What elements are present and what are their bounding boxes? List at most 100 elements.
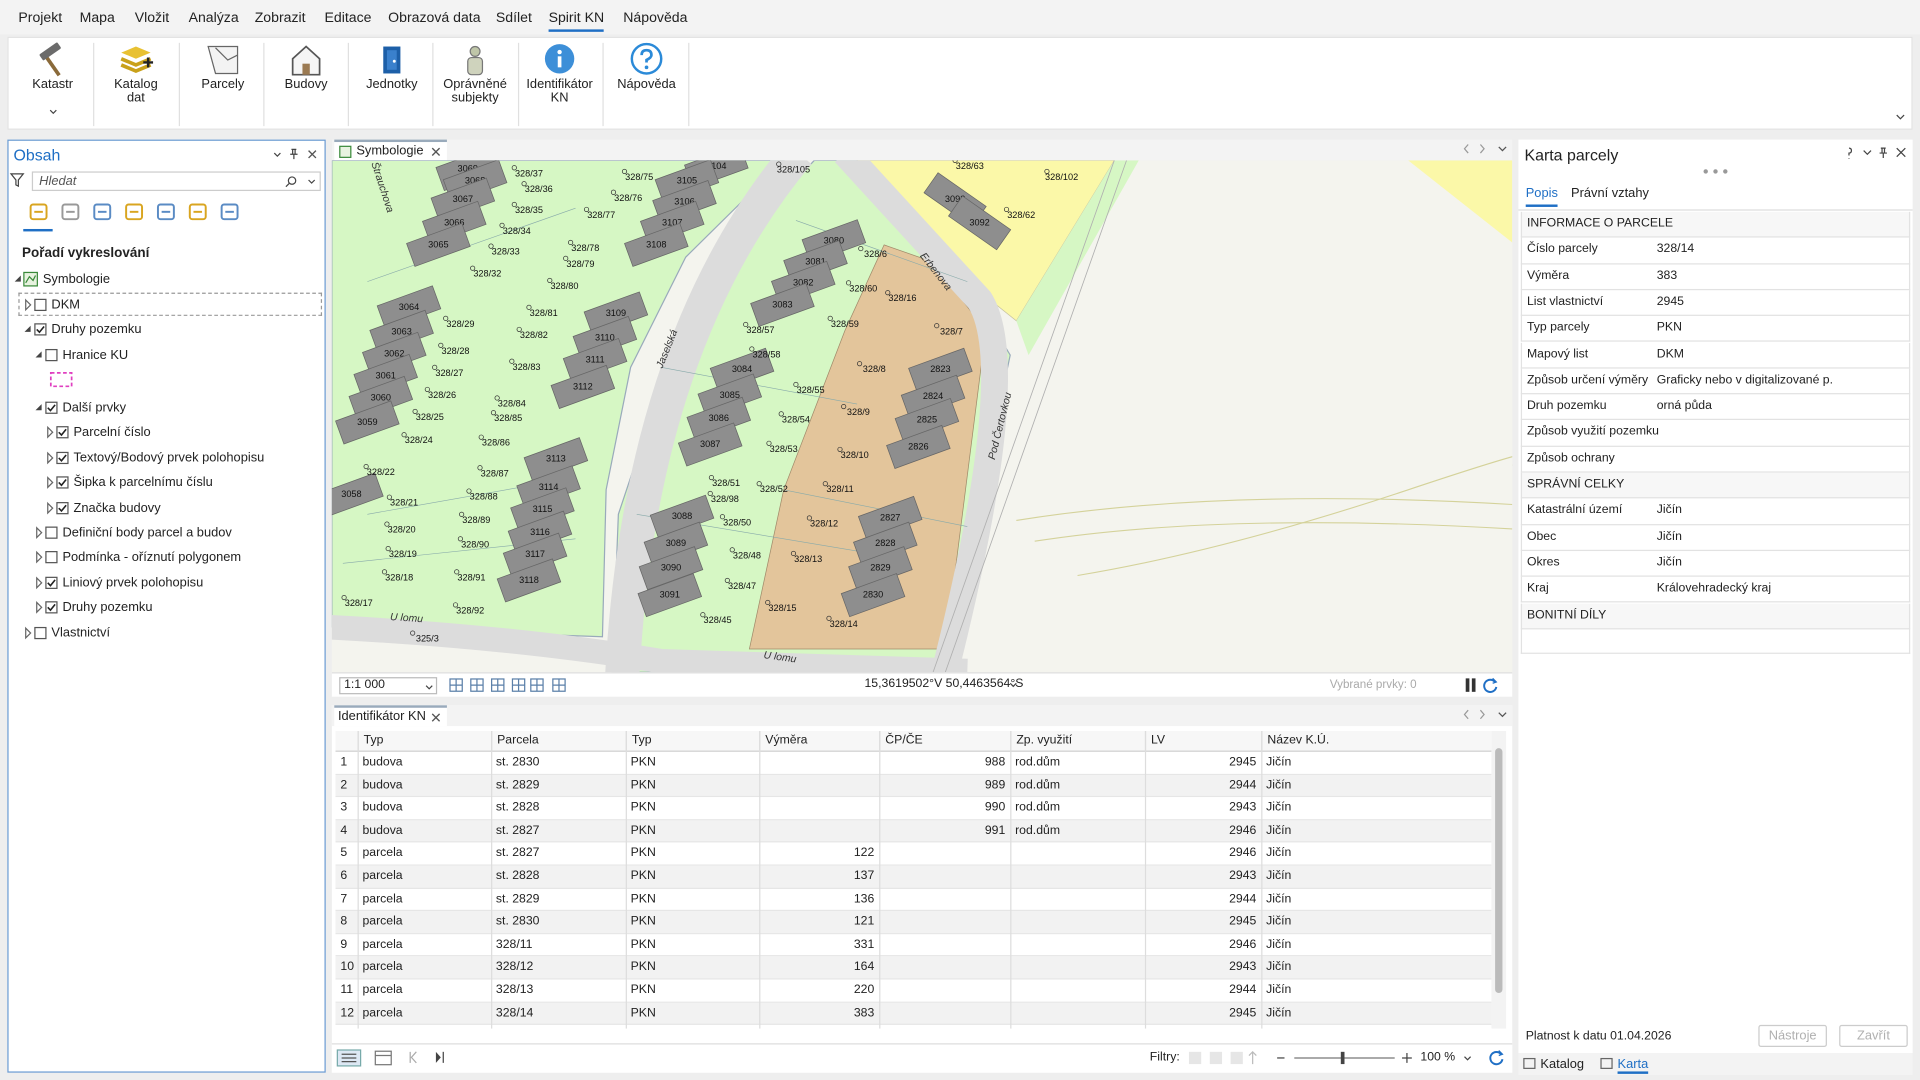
column-header[interactable]: ČP/ČE (879, 731, 1010, 752)
column-header[interactable]: LV (1144, 731, 1261, 752)
column-header[interactable]: Zp. využití (1010, 731, 1145, 752)
tree-item[interactable]: Šipka k parcelnímu číslu (73, 475, 213, 490)
tree-item[interactable]: Značka budovy (73, 500, 161, 516)
tree-item[interactable]: Textový/Bodový prvek polohopisu (73, 450, 265, 466)
card-button[interactable]: Nástroje (1758, 1024, 1827, 1047)
table-cell: 331 (853, 937, 875, 952)
ribbon-button[interactable]: Budovy (264, 38, 347, 129)
icon-part (49, 109, 57, 115)
toolbar-icon (93, 203, 112, 221)
menu-item[interactable]: Spirit KN (548, 10, 605, 32)
icon-part (1340, 1051, 1345, 1065)
menu-item[interactable]: Nápověda (623, 11, 688, 26)
tree-item[interactable]: Definiční body parcel a budov (62, 525, 232, 541)
table-row[interactable]: 11 parcela 328/13 PKN 220 2944 Jičín (335, 979, 1492, 1003)
tree-item[interactable]: Hranice KU (62, 347, 129, 363)
tree-item[interactable]: Další prvky (62, 400, 127, 416)
menu-item[interactable]: Zobrazit (254, 11, 306, 26)
menu-item[interactable]: Sdílet (495, 11, 532, 26)
ribbon-button[interactable]: Jednotky (350, 38, 433, 129)
table-row[interactable]: 7 parcela st. 2829 PKN 136 2944 Jičín (335, 888, 1492, 912)
ribbon-button[interactable]: Nápověda (605, 38, 688, 129)
ribbon-button[interactable]: Oprávněné subjekty (433, 38, 516, 129)
tree-item[interactable]: Symbologie (42, 271, 111, 287)
column-header[interactable]: Typ (625, 731, 759, 752)
menu-item[interactable]: Editace (324, 11, 372, 26)
ribbon-label: Oprávněné subjekty (443, 77, 507, 106)
table-row[interactable]: 8 parcela st. 2830 PKN 121 2945 Jičín (335, 911, 1492, 935)
scrollbar-thumb[interactable] (1495, 748, 1503, 994)
table-row[interactable]: 4 budova st. 2827 PKN 991 rod.dům 2946 Jičín (335, 820, 1492, 843)
tree-item[interactable]: Druhy pozemku (62, 600, 153, 615)
search-box[interactable]: Hledat (31, 171, 321, 192)
menu-item[interactable]: Vložit (134, 11, 170, 26)
bottom-tab[interactable]: Karta (1617, 1057, 1649, 1074)
menu-item[interactable]: Obrazová data (388, 11, 481, 26)
bottom-tab[interactable]: Katalog (1540, 1056, 1585, 1072)
building-number: 2823 (930, 364, 950, 374)
building-number: 3061 (376, 370, 396, 380)
building-number: 3088 (672, 511, 692, 521)
scale-box[interactable]: 1:1 000 (339, 677, 438, 695)
building-number: 3118 (519, 575, 539, 585)
column-header[interactable]: Typ (357, 731, 491, 752)
scale-dropdown (425, 685, 433, 690)
card-tab[interactable]: Právní vztahy (1571, 186, 1649, 201)
menu-item[interactable]: Mapa (79, 11, 115, 26)
icon-part (156, 203, 175, 221)
tree-item[interactable]: Vlastnictví (51, 625, 111, 641)
parcel-number: 328/22 (367, 467, 395, 477)
table-cell: Jičín (1266, 960, 1292, 974)
tree-item[interactable]: Druhy pozemku (51, 322, 142, 337)
table-row[interactable]: 5 parcela st. 2827 PKN 122 2946 Jičín (335, 842, 1492, 866)
building-number: 2828 (875, 538, 895, 548)
ribbon-button[interactable]: Katalog dat (94, 38, 177, 129)
zoom-value[interactable]: 100 % (1420, 1050, 1456, 1065)
parcel-number: 328/33 (492, 247, 520, 257)
column-header[interactable]: Parcela (491, 731, 626, 752)
table-row[interactable]: 10 parcela 328/12 PKN 164 2943 Jičín (335, 956, 1492, 980)
bottom-tab-strip (1518, 1053, 1913, 1076)
table-row[interactable]: 2 budova st. 2829 PKN 989 rod.dům 2944 Jičín (335, 774, 1492, 798)
icon-part (1463, 144, 1485, 154)
table-row[interactable]: 6 parcela st. 2828 PKN 137 2943 Jičín (335, 865, 1492, 889)
menu-item[interactable]: Projekt (18, 11, 63, 26)
column-divider (759, 731, 761, 1029)
ribbon-button[interactable]: Parcely (181, 38, 264, 129)
column-header[interactable]: Název K.Ú. (1261, 731, 1488, 752)
icon-part (1713, 169, 1718, 174)
table-row[interactable]: 1 budova st. 2830 PKN 988 rod.dům 2945 Jičín (335, 751, 1492, 775)
map-tab[interactable]: Symbologie (334, 139, 447, 161)
table-row[interactable]: 9 parcela 328/11 PKN 331 2946 Jičín (335, 934, 1492, 957)
parcel-number: 328/13 (794, 554, 822, 564)
tree-item[interactable]: Liniový prvek polohopisu (62, 575, 204, 591)
ribbon-separator (517, 42, 520, 127)
ribbon-button[interactable]: Identifikátor KN (518, 38, 601, 129)
map[interactable]: 3069 3068 3067 3066 3065 3064 3063 3062 3061 3060… (331, 160, 1513, 673)
card-tab[interactable]: Popis (1525, 186, 1558, 207)
road (834, 160, 1009, 673)
table-tab[interactable]: Identifikátor KN (334, 705, 447, 727)
tree-item[interactable]: Podmínka - oříznutí polygonem (62, 549, 242, 565)
coordinates[interactable]: 15,3619502°V 50,4463564°S (864, 677, 1024, 691)
card-button[interactable]: Zavřít (1839, 1024, 1908, 1047)
status-tool (552, 678, 566, 692)
tree-item[interactable]: Parcelní číslo (73, 424, 151, 440)
card-pane: Karta parcely Popis Právní vztahy INFORMACE… (1518, 139, 1913, 1054)
row-number: 10 (340, 960, 355, 974)
tree-item[interactable]: DKM (51, 297, 81, 313)
ribbon-button[interactable]: Katastr (11, 38, 94, 129)
icon-part (273, 152, 281, 157)
checkbox (56, 476, 69, 489)
card-row: Mapový list DKM (1520, 342, 1911, 369)
parcel-number: 328/53 (770, 444, 798, 454)
menu-item[interactable]: Analýza (188, 11, 239, 26)
parcel-marker (386, 494, 392, 500)
icon-part (285, 182, 291, 188)
table-row[interactable]: 3 budova st. 2828 PKN 990 rod.dům 2943 Jičín (335, 797, 1492, 821)
table-row[interactable]: 12 parcela 328/14 PKN 383 2945 Jičín (335, 1002, 1492, 1026)
parcel-marker (511, 165, 517, 171)
parcel-number: 328/88 (470, 492, 498, 502)
building-number: 3089 (666, 538, 686, 548)
column-header[interactable]: Výměra (759, 731, 879, 752)
